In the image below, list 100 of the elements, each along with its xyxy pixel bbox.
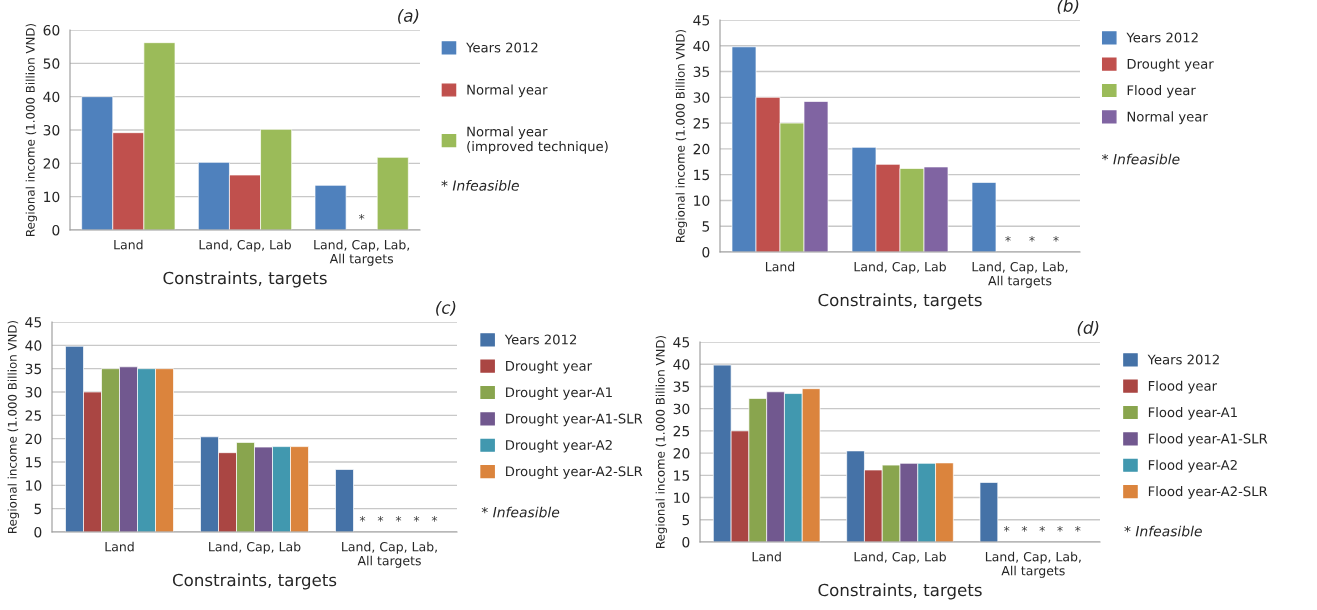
y-tick-label: 5 — [34, 503, 42, 515]
y-tick-label: 15 — [26, 457, 42, 468]
y-tick-label: 35 — [673, 381, 690, 392]
legend-label: Drought year-A2-SLR — [506, 466, 643, 479]
y-axis-title: Regional income (1.000 Billion VND) — [655, 335, 668, 548]
x-tick-label: Land, Cap, Lab, All targets — [342, 541, 437, 568]
legend-label: Years 2012 — [1147, 354, 1219, 365]
x-axis-title: Constraints, targets — [172, 573, 337, 590]
x-tick-label: Land, Cap, Lab — [854, 261, 946, 274]
y-tick-label: 25 — [693, 118, 710, 129]
y-tick-label: 30 — [25, 386, 42, 398]
y-tick-label: 30 — [43, 124, 60, 136]
y-tick-label: 40 — [693, 40, 710, 52]
text: * — [1003, 525, 1010, 532]
x-tick-label: Land — [765, 261, 795, 272]
y-tick-label: 15 — [694, 169, 710, 181]
y-tick-label: 40 — [43, 91, 60, 103]
text: * Infeasible — [1124, 525, 1202, 537]
legend-label: Flood year-A1-SLR — [1148, 433, 1268, 447]
text: * — [359, 515, 366, 522]
legend-label: Drought year-A1 — [506, 387, 612, 400]
y-tick-label: 20 — [693, 143, 710, 155]
y-tick-label: 10 — [694, 195, 710, 206]
bar — [979, 482, 999, 542]
legend-label: Normal year — [1127, 111, 1208, 125]
text: * Infeasible — [1102, 153, 1180, 165]
legend-label: Flood year-A2-SLR — [1148, 486, 1268, 499]
chart-title: (d) — [1077, 321, 1099, 336]
y-tick-label: 20 — [25, 433, 42, 445]
y-tick-label: 45 — [673, 337, 690, 348]
chart-title: (b) — [1057, 0, 1079, 14]
text: * Infeasible — [441, 180, 519, 191]
x-axis-title: Constraints, targets — [818, 583, 982, 600]
x-tick-label: Land, Cap, Lab — [199, 239, 291, 252]
y-tick-label: 30 — [673, 403, 690, 415]
legend-label: Flood year — [1148, 380, 1218, 394]
x-tick-label: Land, Cap, Lab, All targets — [985, 551, 1081, 578]
y-tick-label: 0 — [702, 246, 710, 258]
legend-label: Flood year-A2 — [1148, 459, 1237, 473]
y-tick-label: 60 — [43, 24, 60, 36]
legend-label: Flood year — [1127, 85, 1196, 98]
legend-label: Drought year — [506, 360, 593, 374]
text: * — [431, 515, 438, 522]
legend-label: Drought year-A1-SLR — [506, 413, 643, 427]
legend-label: Years 2012 — [1126, 32, 1198, 43]
text: * — [1029, 235, 1035, 242]
y-tick-label: 0 — [682, 536, 690, 548]
text: * — [1053, 235, 1059, 242]
y-tick-label: 45 — [693, 15, 710, 26]
y-axis-title: Regional income (1.000 Billion VND) — [7, 320, 20, 533]
y-tick-label: 10 — [44, 191, 60, 203]
y-tick-label: 10 — [26, 480, 42, 491]
y-tick-label: 5 — [702, 221, 710, 232]
chart-title: (a) — [398, 9, 419, 24]
x-tick-label: Land, Cap, Lab, All targets — [972, 261, 1068, 288]
y-tick-label: 25 — [673, 425, 690, 437]
y-tick-label: 20 — [43, 158, 60, 169]
text: * — [413, 515, 420, 522]
bar — [376, 156, 409, 230]
x-axis-title: Constraints, targets — [818, 293, 982, 310]
text: * — [1005, 235, 1011, 242]
text: * — [377, 515, 384, 522]
legend-label: Flood year-A1 — [1148, 407, 1237, 420]
y-tick-label: 20 — [673, 448, 690, 459]
text: * — [1075, 525, 1081, 532]
bar — [971, 182, 997, 252]
text: * — [1021, 525, 1028, 532]
x-axis-title: Constraints, targets — [163, 271, 327, 288]
y-tick-label: 50 — [43, 58, 60, 69]
y-tick-label: 40 — [673, 359, 690, 370]
y-tick-label: 5 — [682, 514, 690, 526]
y-tick-label: 0 — [34, 526, 42, 538]
text: * — [1039, 525, 1045, 532]
chart-title: (c) — [436, 301, 456, 316]
legend-label: Normal year (improved technique) — [467, 126, 608, 154]
y-tick-label: 35 — [693, 66, 710, 78]
y-tick-label: 0 — [52, 224, 60, 236]
y-tick-label: 35 — [25, 363, 42, 375]
x-tick-label: Land, Cap, Lab — [854, 551, 946, 564]
y-axis-title: Regional income (1.000 Billion VND) — [25, 23, 38, 236]
text: * — [358, 213, 365, 220]
x-tick-label: Land — [105, 541, 134, 552]
x-tick-label: Land — [114, 239, 143, 250]
text: * Infeasible — [481, 506, 560, 518]
bar — [314, 184, 347, 230]
text: * — [395, 515, 402, 522]
y-tick-label: 10 — [674, 492, 690, 504]
x-tick-label: Land, Cap, Lab — [209, 541, 301, 554]
y-tick-label: 15 — [674, 470, 690, 481]
y-axis-title: Regional income (1.000 Billion VND) — [675, 29, 688, 242]
legend-label: Years 2012 — [504, 334, 577, 345]
y-tick-label: 40 — [25, 340, 42, 351]
legend-label: Drought year — [1127, 58, 1214, 72]
y-tick-label: 45 — [25, 317, 42, 328]
legend-label: Normal year — [467, 84, 548, 98]
text: * — [1057, 525, 1063, 532]
x-tick-label: Land, Cap, Lab, All targets — [314, 239, 410, 266]
x-tick-label: Land — [752, 551, 781, 562]
y-tick-label: 30 — [693, 92, 710, 103]
legend-label: Years 2012 — [466, 42, 538, 53]
